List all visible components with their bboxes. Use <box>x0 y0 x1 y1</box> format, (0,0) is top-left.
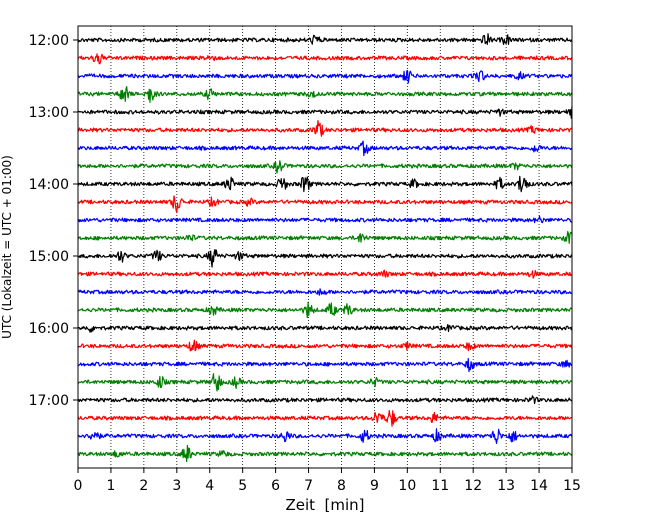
x-tick-label: 7 <box>304 478 313 494</box>
x-tick-label: 10 <box>398 478 416 494</box>
trace-1615 <box>77 339 573 352</box>
x-tick-label: 2 <box>139 478 148 494</box>
trace-1345 <box>77 160 573 174</box>
plot-background <box>78 26 572 468</box>
x-tick-label: 3 <box>172 478 181 494</box>
trace-1645 <box>77 373 573 392</box>
y-tick-label: 16:00 <box>29 321 69 337</box>
x-tick-label: 6 <box>271 478 280 494</box>
plot-frame <box>77 25 573 469</box>
x-tick-label: 13 <box>497 478 515 494</box>
x-tick-label: 1 <box>106 478 115 494</box>
trace-1200 <box>77 33 573 45</box>
trace-1445 <box>77 230 573 244</box>
trace-1600 <box>77 323 573 333</box>
y-tick-label: 12:00 <box>29 33 69 49</box>
trace-1700 <box>77 395 573 405</box>
trace-1515 <box>77 269 573 279</box>
trace-1315 <box>77 120 573 137</box>
x-axis-ticks: 0 1 2 3 4 5 6 7 8 9 10 11 12 13 14 15 <box>74 468 581 494</box>
x-tick-label: 9 <box>370 478 379 494</box>
trace-1215 <box>77 53 573 65</box>
y-tick-label: 15:00 <box>29 249 69 265</box>
y-axis-label: UTC (Lokalzeit = UTC + 01:00) <box>0 155 14 339</box>
trace-1245 <box>77 86 573 103</box>
x-tick-label: 8 <box>337 478 346 494</box>
x-tick-label: 4 <box>205 478 214 494</box>
trace-1415 <box>77 195 573 214</box>
trace-1300 <box>77 106 573 119</box>
x-tick-label: 11 <box>431 478 449 494</box>
y-tick-label: 14:00 <box>29 177 69 193</box>
y-axis-ticks: 12:00 13:00 14:00 15:00 16:00 17:00 <box>29 33 78 409</box>
trace-1715 <box>77 410 573 427</box>
trace-1745 <box>77 444 573 463</box>
x-axis-label: Zeit [min] <box>285 496 364 514</box>
trace-1230 <box>77 69 573 84</box>
x-tick-label: 14 <box>530 478 548 494</box>
x-tick-label: 5 <box>238 478 247 494</box>
trace-group <box>77 33 573 463</box>
trace-1545 <box>77 301 573 319</box>
x-tick-label: 12 <box>464 478 482 494</box>
x-tick-label: 0 <box>74 478 83 494</box>
y-tick-label: 13:00 <box>29 105 69 121</box>
y-tick-label: 17:00 <box>29 393 69 409</box>
trace-1630 <box>77 357 573 373</box>
trace-1430 <box>77 215 573 224</box>
trace-1400 <box>77 175 573 193</box>
trace-1530 <box>77 288 573 296</box>
trace-1500 <box>77 248 573 268</box>
trace-1730 <box>77 428 573 445</box>
trace-1330 <box>77 140 573 157</box>
x-tick-label: 15 <box>563 478 581 494</box>
